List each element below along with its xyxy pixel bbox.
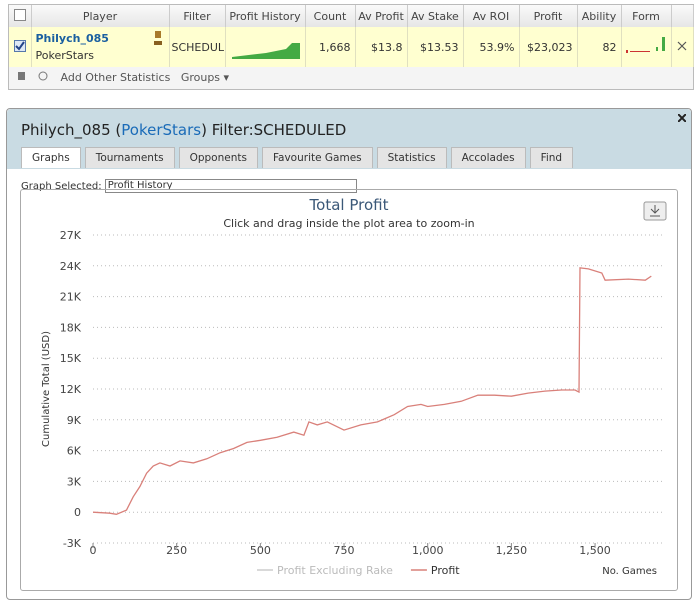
- stats-grid: Player Filter Profit History Count Av Profit…: [8, 4, 694, 90]
- col-header[interactable]: Form: [621, 5, 672, 27]
- remove-cell: [671, 27, 694, 67]
- col-header[interactable]: Ability: [577, 5, 622, 27]
- y-tick-label: 27K: [60, 229, 82, 242]
- tab[interactable]: Find: [529, 147, 574, 168]
- x-tick-label: 1,250: [496, 544, 528, 557]
- av-stake-cell: $13.53: [407, 27, 464, 67]
- ability-cell: 82: [577, 27, 622, 67]
- remove-button[interactable]: [677, 41, 687, 51]
- stats-table: Player Filter Profit History Count Av Profit…: [9, 5, 694, 67]
- panel-title: Philych_085 (PokerStars) Filter:SCHEDULE…: [21, 121, 346, 139]
- tab[interactable]: Favourite Games: [261, 147, 373, 168]
- y-tick-label: 21K: [60, 291, 82, 304]
- tab[interactable]: Graphs: [21, 147, 81, 168]
- player-cell: Philych_085 PokerStars: [31, 27, 170, 67]
- y-tick-label: 9K: [67, 414, 82, 427]
- chart-title: Total Profit: [309, 196, 389, 214]
- title-filter: ) Filter:SCHEDULED: [201, 121, 347, 139]
- col-header[interactable]: Av Stake: [407, 5, 464, 27]
- x-tick-label: 500: [250, 544, 271, 557]
- checkbox[interactable]: [13, 39, 26, 52]
- x-tick-label: 250: [166, 544, 187, 557]
- legend-entry[interactable]: Profit: [431, 564, 460, 577]
- y-tick-label: 15K: [60, 352, 82, 365]
- col-header[interactable]: Filter: [169, 5, 226, 27]
- tab[interactable]: Tournaments: [84, 147, 175, 168]
- col-header[interactable]: Profit History: [225, 5, 306, 27]
- site: PokerStars: [35, 49, 95, 62]
- groups-menu[interactable]: Groups: [180, 71, 221, 84]
- close-button[interactable]: [678, 114, 686, 122]
- col-header[interactable]: Player: [31, 5, 170, 27]
- tab[interactable]: Opponents: [178, 147, 258, 168]
- x-tick-label: 0: [90, 544, 97, 557]
- x-tick-label: 750: [334, 544, 355, 557]
- y-tick-label: -3K: [63, 537, 82, 550]
- chart-box: Total Profit Click and drag inside the p…: [20, 189, 678, 591]
- graph-select[interactable]: Profit History: [104, 179, 357, 193]
- filter-cell: SCHEDULED: [169, 27, 226, 67]
- y-tick-label: 6K: [67, 445, 82, 458]
- legend-entry[interactable]: Profit Excluding Rake: [277, 564, 393, 577]
- toolbar-icons[interactable]: [17, 71, 57, 81]
- y-tick-label: 18K: [60, 321, 82, 334]
- y-axis-label: Cumulative Total (USD): [41, 331, 52, 447]
- tab-bar: Graphs Tournaments Opponents Favourite Game…: [21, 147, 574, 168]
- y-tick-label: 0: [74, 506, 81, 519]
- export-button[interactable]: [643, 201, 667, 221]
- x-tick-label: 1,000: [412, 544, 444, 557]
- x-tick-label: 1,500: [579, 544, 611, 557]
- y-tick-label: 12K: [60, 383, 82, 396]
- y-tick-label: 24K: [60, 260, 82, 273]
- count-cell: 1,668: [305, 27, 356, 67]
- col-header[interactable]: Count: [305, 5, 356, 27]
- title-site[interactable]: PokerStars: [121, 121, 202, 139]
- graph-selector: Graph Selected: Profit History: [21, 179, 357, 193]
- chart: Total Profit Click and drag inside the p…: [41, 196, 667, 577]
- form-cell: [621, 27, 672, 67]
- add-statistics[interactable]: Add Other Statistics: [60, 71, 171, 84]
- y-tick-label: 3K: [67, 475, 82, 488]
- sparkline: [231, 43, 300, 59]
- title-player: Philych_085 (: [21, 121, 122, 139]
- graph-selected-value: Profit History: [107, 180, 173, 191]
- tab[interactable]: Statistics: [376, 147, 447, 168]
- header-check: [9, 5, 32, 27]
- sparkline-cell: [225, 27, 306, 67]
- av-roi-cell: 53.9%: [463, 27, 520, 67]
- col-header[interactable]: Av ROI: [463, 5, 520, 27]
- toolbar: Add Other Statistics Groups ▾: [9, 67, 229, 89]
- profit-line: [92, 267, 652, 515]
- player-link[interactable]: Philych_085: [35, 32, 109, 45]
- col-header[interactable]: Profit: [519, 5, 578, 27]
- col-header[interactable]: Av Profit: [355, 5, 408, 27]
- form-chart: [625, 37, 665, 53]
- x-axis-label: No. Games: [602, 566, 657, 577]
- tab[interactable]: Accolades: [450, 147, 526, 168]
- player-panel: Philych_085 (PokerStars) Filter:SCHEDULE…: [6, 108, 692, 600]
- trophy-icon: [153, 31, 162, 45]
- col-header: [671, 5, 694, 27]
- av-profit-cell: $13.8: [355, 27, 408, 67]
- profit-cell: $23,023: [519, 27, 578, 67]
- row-check: [9, 27, 32, 67]
- graph-selected-label: Graph Selected:: [21, 181, 102, 192]
- chart-subtitle: Click and drag inside the plot area to z…: [223, 217, 474, 230]
- checkbox[interactable]: [13, 8, 26, 21]
